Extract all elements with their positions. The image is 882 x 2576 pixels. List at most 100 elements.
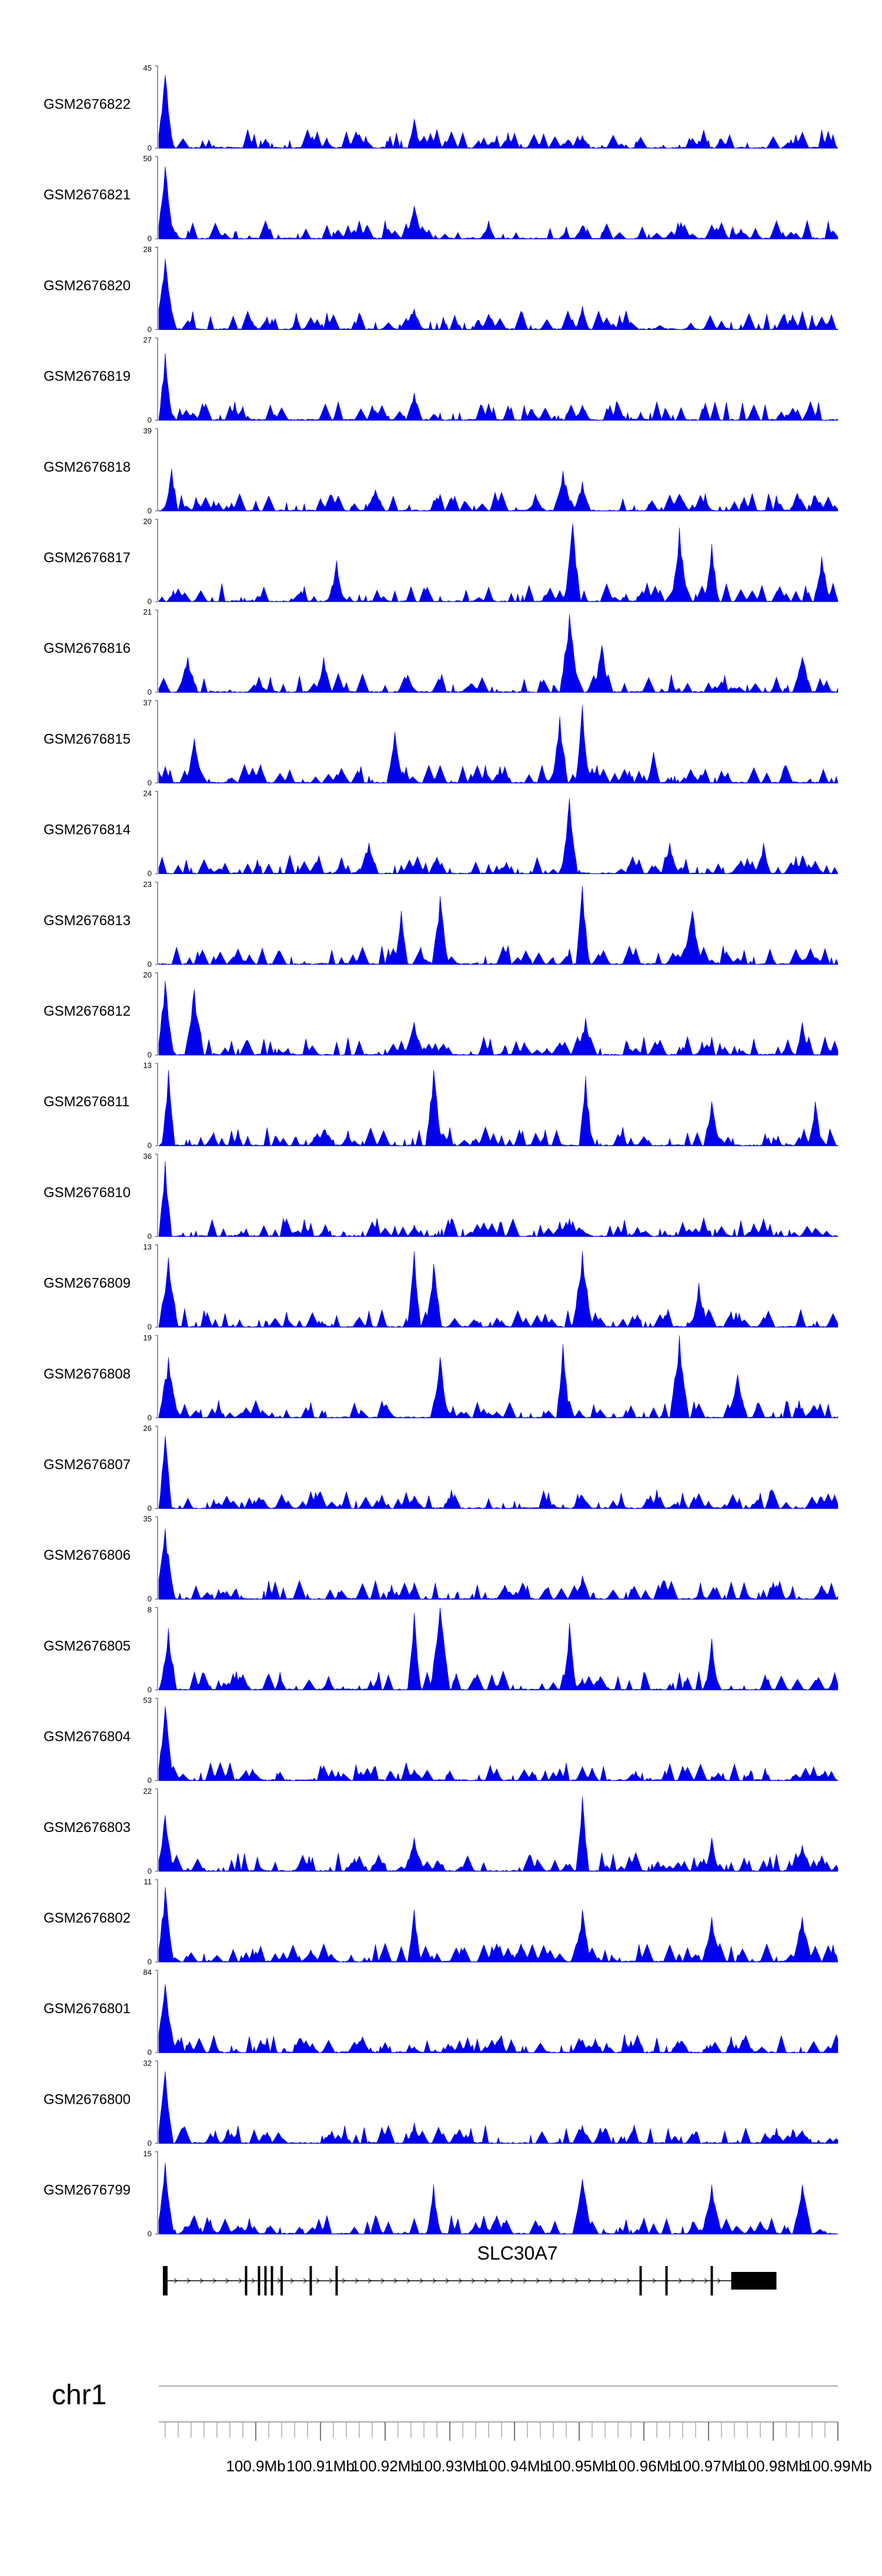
track: GSM2676811 13 0 xyxy=(44,1061,838,1150)
track-label: GSM2676822 xyxy=(44,96,131,112)
strand-arrow xyxy=(626,2278,630,2284)
gene-exon xyxy=(639,2266,642,2295)
coverage-area xyxy=(158,980,838,1056)
y-axis xyxy=(155,1063,158,1146)
axis-tick-label: 100.96Mb xyxy=(610,2457,678,2475)
y-max-label: 22 xyxy=(143,1787,152,1796)
coverage-area xyxy=(158,1887,838,1963)
coverage-area xyxy=(158,798,838,875)
strand-arrow xyxy=(691,2278,695,2284)
coverage-area xyxy=(158,1706,838,1781)
track: GSM2676802 11 0 xyxy=(44,1877,838,1966)
y-axis xyxy=(155,1607,158,1690)
y-min-label: 0 xyxy=(148,1957,152,1966)
track: GSM2676813 23 0 xyxy=(44,880,838,969)
coverage-area xyxy=(158,1069,838,1146)
strand-arrow xyxy=(380,2278,385,2284)
y-min-label: 0 xyxy=(148,2138,152,2147)
y-axis xyxy=(155,1153,158,1237)
gene-exon xyxy=(309,2266,312,2295)
y-axis xyxy=(155,1879,158,1963)
track-label: GSM2676819 xyxy=(44,369,131,385)
coverage-area xyxy=(158,353,838,421)
y-min-label: 0 xyxy=(148,1594,152,1603)
y-max-label: 21 xyxy=(143,608,152,616)
y-max-label: 20 xyxy=(143,517,152,526)
coverage-area xyxy=(158,1796,838,1872)
gene-utr-block xyxy=(731,2272,777,2290)
y-max-label: 8 xyxy=(148,1605,152,1614)
y-min-label: 0 xyxy=(148,2230,152,2238)
y-min-label: 0 xyxy=(148,2048,152,2057)
coverage-area xyxy=(158,1529,838,1600)
strand-arrow xyxy=(600,2278,604,2284)
y-axis xyxy=(155,519,158,602)
y-min-label: 0 xyxy=(148,325,152,333)
track-label: GSM2676818 xyxy=(44,459,131,475)
gene-exon xyxy=(245,2266,248,2295)
y-min-label: 0 xyxy=(148,1141,152,1150)
y-max-label: 32 xyxy=(143,2058,152,2067)
axis-tick-label: 100.95Mb xyxy=(545,2457,613,2475)
track-label: GSM2676817 xyxy=(44,550,131,566)
strand-arrow xyxy=(717,2278,721,2284)
track-label: GSM2676821 xyxy=(44,187,131,203)
y-min-label: 0 xyxy=(148,1776,152,1785)
y-min-label: 0 xyxy=(148,1050,152,1059)
track-label: GSM2676803 xyxy=(44,1820,131,1836)
coverage-area xyxy=(158,1436,838,1509)
gene-exon xyxy=(665,2266,668,2295)
y-max-label: 13 xyxy=(143,1061,152,1070)
strand-arrow xyxy=(523,2278,527,2284)
track-label: GSM2676807 xyxy=(44,1457,131,1473)
track: GSM2676812 20 0 xyxy=(44,970,838,1059)
strand-arrow xyxy=(393,2278,397,2284)
strand-arrow xyxy=(484,2278,488,2284)
y-max-label: 50 xyxy=(143,154,152,163)
y-min-label: 0 xyxy=(148,1323,152,1332)
y-min-label: 0 xyxy=(148,778,152,787)
track: GSM2676821 50 0 xyxy=(44,154,838,243)
track-label: GSM2676804 xyxy=(44,1729,131,1745)
y-max-label: 37 xyxy=(143,698,152,707)
track-label: GSM2676810 xyxy=(44,1184,131,1200)
track-label: GSM2676799 xyxy=(44,2183,131,2198)
y-min-label: 0 xyxy=(148,688,152,696)
strand-arrow xyxy=(290,2278,294,2284)
y-min-label: 0 xyxy=(148,506,152,515)
track-label: GSM2676806 xyxy=(44,1547,131,1563)
track-label: GSM2676820 xyxy=(44,278,131,293)
gene-exon xyxy=(270,2266,273,2295)
coverage-area xyxy=(158,1251,838,1328)
track: GSM2676809 13 0 xyxy=(44,1243,838,1332)
y-max-label: 27 xyxy=(143,336,152,345)
coverage-area xyxy=(158,1161,838,1237)
strand-arrow xyxy=(587,2278,592,2284)
axis-tick-label: 100.98Mb xyxy=(739,2457,807,2475)
coverage-tracks: GSM2676822450GSM2676821500GSM2676820280G… xyxy=(44,64,838,2238)
axis-tick-label: 100.97Mb xyxy=(674,2457,743,2475)
y-min-label: 0 xyxy=(148,1232,152,1240)
strand-arrow xyxy=(574,2278,579,2284)
strand-arrow xyxy=(186,2278,191,2284)
y-axis xyxy=(155,1426,158,1509)
strand-arrow xyxy=(704,2278,708,2284)
strand-arrow xyxy=(238,2278,242,2284)
gene-exon xyxy=(163,2266,168,2295)
y-min-label: 0 xyxy=(148,1504,152,1513)
strand-arrow xyxy=(406,2278,410,2284)
strand-arrow xyxy=(471,2278,475,2284)
y-max-label: 20 xyxy=(143,970,152,979)
coverage-area xyxy=(158,2071,838,2144)
track-label: GSM2676809 xyxy=(44,1276,131,1292)
y-axis xyxy=(155,1970,158,2053)
track: GSM2676805 8 0 xyxy=(44,1605,838,1694)
y-min-label: 0 xyxy=(148,869,152,878)
track-label: GSM2676800 xyxy=(44,2091,131,2107)
track: GSM2676808 19 0 xyxy=(44,1333,838,1422)
y-min-label: 0 xyxy=(148,1867,152,1876)
y-max-label: 23 xyxy=(143,880,152,889)
y-min-label: 0 xyxy=(148,597,152,606)
